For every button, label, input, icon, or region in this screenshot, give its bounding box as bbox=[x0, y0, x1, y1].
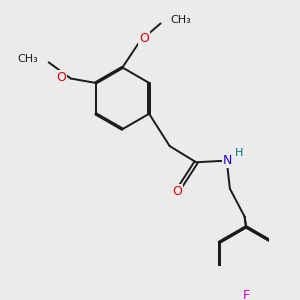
Text: O: O bbox=[172, 185, 182, 198]
Text: F: F bbox=[242, 290, 250, 300]
Text: O: O bbox=[140, 32, 149, 45]
Text: H: H bbox=[235, 148, 244, 158]
Text: O: O bbox=[56, 70, 66, 83]
Text: N: N bbox=[223, 154, 232, 167]
Text: CH₃: CH₃ bbox=[18, 54, 38, 64]
Text: CH₃: CH₃ bbox=[171, 16, 192, 26]
